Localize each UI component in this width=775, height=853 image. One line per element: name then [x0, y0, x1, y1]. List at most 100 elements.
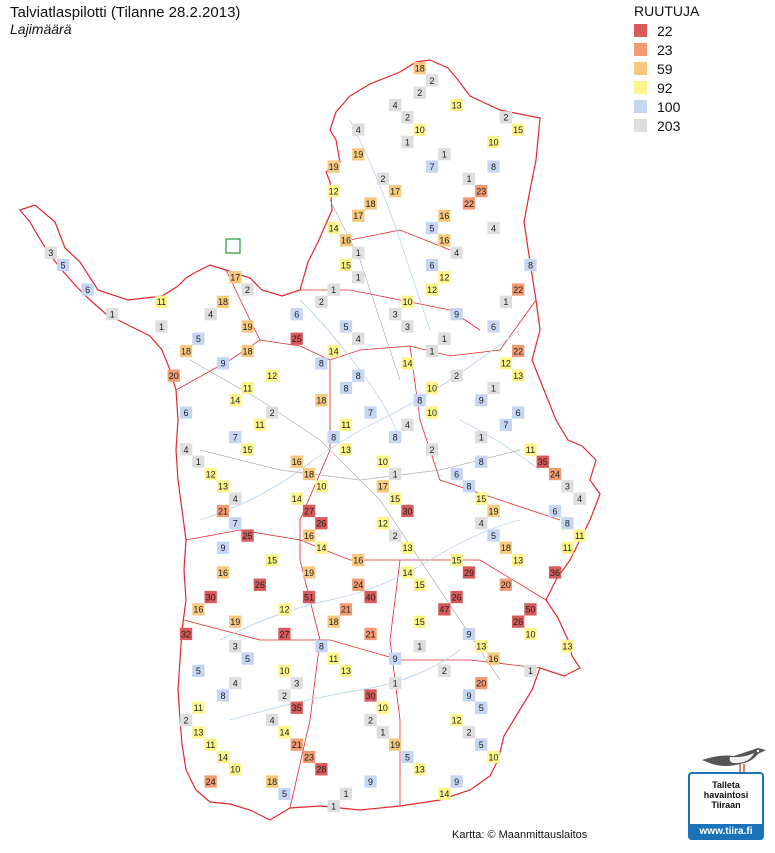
grid-cell	[425, 406, 439, 419]
grid-cell	[499, 295, 512, 308]
grid-cell-value: 4	[233, 494, 238, 504]
grid-cell	[512, 406, 525, 419]
grid-cell	[216, 566, 230, 579]
grid-cell	[352, 332, 365, 345]
grid-cell	[401, 750, 414, 764]
grid-cell	[573, 529, 586, 542]
grid-cell-value: 1	[479, 432, 484, 442]
grid-cell	[339, 320, 353, 333]
grid-cell-value: 12	[439, 273, 449, 283]
grid-cell	[339, 664, 353, 677]
legend-value: 22	[657, 22, 673, 39]
grid-cell	[216, 750, 230, 764]
grid-cell-value: 16	[218, 568, 228, 578]
grid-cell	[266, 369, 279, 382]
grid-cell	[155, 320, 168, 333]
grid-cell	[376, 172, 389, 185]
grid-cell	[339, 443, 353, 456]
grid-cell-value: 19	[304, 568, 314, 578]
grid-cell-value: 2	[245, 285, 250, 295]
grid-cell	[229, 431, 242, 444]
grid-cell	[376, 517, 389, 530]
legend-value: 59	[657, 60, 673, 77]
grid-cell	[352, 554, 365, 567]
grid-cell-value: 18	[267, 777, 277, 787]
legend: RUUTUJA 22 23 59 92 100 203	[634, 3, 699, 135]
grid-cell-value: 13	[341, 445, 351, 455]
grid-cell-value: 10	[415, 125, 425, 135]
grid-cell-value: 2	[282, 691, 287, 701]
grid-cell	[389, 431, 402, 444]
grid-cell	[450, 775, 463, 788]
grid-cell-value: 6	[454, 469, 459, 479]
grid-cell	[499, 111, 512, 124]
grid-cell-value: 14	[329, 223, 339, 233]
grid-cell-value: 8	[528, 260, 533, 270]
grid-cell-value: 18	[366, 199, 376, 209]
grid-cell	[401, 295, 414, 308]
grid-cell	[487, 320, 500, 333]
grid-cell	[315, 295, 328, 308]
grid-cell	[487, 160, 500, 173]
grid-cell	[475, 701, 488, 714]
grid-cell-value: 17	[230, 273, 240, 283]
grid-cell	[278, 726, 291, 739]
grid-cell	[499, 578, 512, 591]
grid-cell	[499, 357, 512, 370]
tiira-badge[interactable]: Talleta havaintosi Tiiraan www.tiira.fi	[688, 772, 764, 840]
grid-cell	[216, 480, 230, 493]
grid-cell-value: 17	[390, 186, 400, 196]
grid-cell	[179, 713, 193, 727]
grid-cell-value: 6	[85, 285, 90, 295]
grid-cell-value: 6	[294, 309, 299, 319]
grid-cell-value: 16	[353, 555, 363, 565]
grid-cell-value: 2	[270, 408, 275, 418]
legend-swatch	[634, 24, 647, 37]
grid-cell-value: 8	[356, 371, 361, 381]
grid-cell-value: 9	[220, 359, 225, 369]
grid-cell-value: 5	[245, 654, 250, 664]
grid-cell-value: 10	[230, 765, 240, 775]
grid-cell-value: 5	[61, 260, 66, 270]
grid-cell-value: 6	[184, 408, 189, 418]
grid-cell-value: 18	[329, 617, 339, 627]
legend-item: 203	[634, 116, 699, 135]
grid-cell-value: 24	[353, 580, 363, 590]
grid-cell	[192, 332, 205, 345]
grid-cell-value: 11	[575, 531, 584, 541]
grid-cell-value: 1	[356, 248, 361, 258]
grid-cell-value: 1	[380, 728, 385, 738]
grid-cell	[192, 455, 205, 468]
grid-cell	[512, 369, 525, 382]
grid-cell	[339, 234, 353, 247]
grid-cell	[266, 713, 279, 727]
grid-cell-value: 13	[513, 555, 523, 565]
grid-cell-value: 9	[454, 309, 459, 319]
grid-cell-value: 19	[353, 150, 363, 160]
grid-cell	[192, 664, 205, 677]
grid-cell-value: 11	[157, 297, 166, 307]
grid-cell-value: 1	[466, 174, 471, 184]
grid-cell	[450, 369, 463, 382]
grid-cell-value: 10	[489, 137, 499, 147]
grid-cell-value: 10	[427, 383, 437, 393]
tiira-link[interactable]: www.tiira.fi	[688, 824, 764, 840]
grid-cell	[339, 787, 353, 800]
grid-cell	[106, 308, 119, 321]
grid-cell-value: 26	[513, 617, 523, 627]
grid-cell-value: 1	[430, 346, 435, 356]
legend-item: 92	[634, 78, 699, 97]
grid-cell	[389, 738, 402, 751]
grid-cell	[315, 357, 328, 370]
grid-cell-value: 9	[466, 691, 471, 701]
grid-cell-value: 2	[430, 76, 435, 86]
grid-cell-value: 15	[476, 494, 486, 504]
grid-cell-value: 15	[452, 555, 462, 565]
grid-cell	[438, 787, 451, 800]
grid-cell	[44, 246, 57, 259]
grid-cell-value: 1	[356, 273, 361, 283]
grid-cell	[389, 492, 402, 505]
grid-cell-value: 10	[316, 482, 326, 492]
grid-cell-value: 4	[270, 715, 275, 725]
